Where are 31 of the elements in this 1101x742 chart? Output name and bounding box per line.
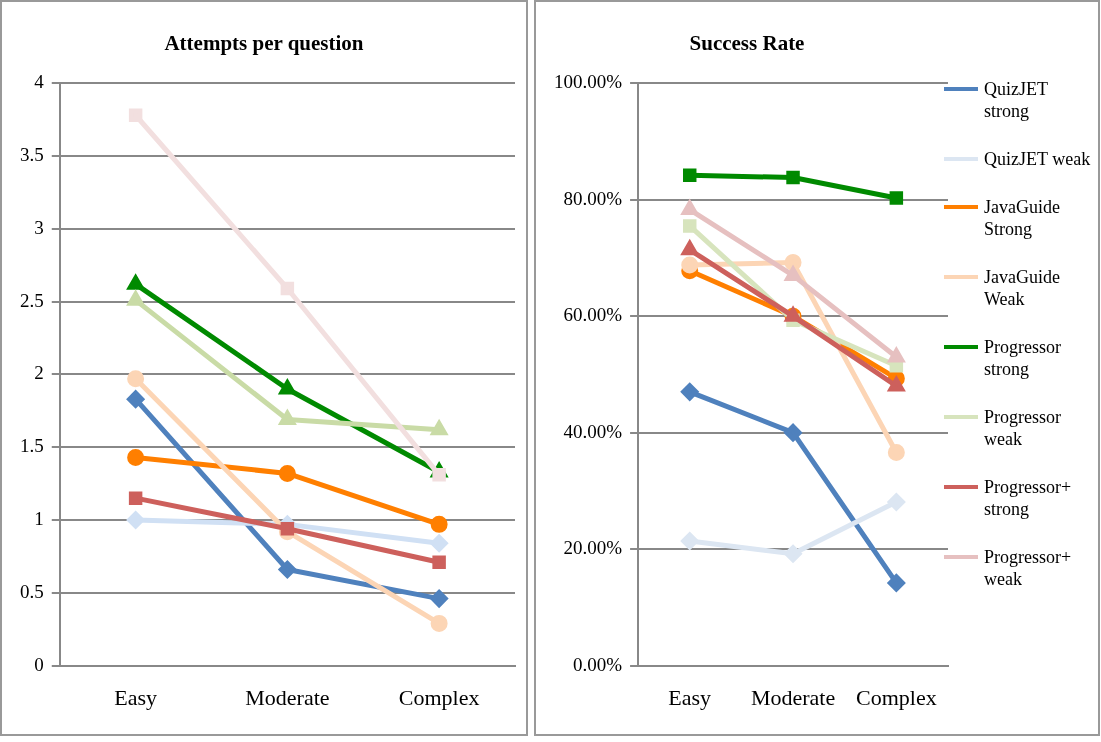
y-tick-label: 0.5: [20, 580, 44, 602]
y-tick-label: 2: [34, 362, 44, 384]
y-tick-label: 100.00%: [554, 71, 623, 93]
y-tick-label: 60.00%: [563, 304, 623, 326]
y-tick-label: 1: [34, 507, 44, 529]
legend-label: Progressor weak: [984, 406, 1062, 450]
chart-title: Success Rate: [689, 31, 805, 56]
legend-label: Progressor strong: [984, 336, 1062, 380]
chart-title: Attempts per question: [164, 31, 364, 56]
x-tick-label: Complex: [856, 684, 937, 710]
legend-label: JavaGuide Weak: [984, 266, 1061, 310]
y-tick-label: 1.5: [20, 435, 44, 457]
x-tick-label: Moderate: [750, 684, 836, 710]
y-tick-label: 20.00%: [563, 537, 623, 559]
legend-label: Progressor+ strong: [984, 476, 1073, 520]
y-tick-label: 4: [34, 71, 45, 93]
legend-label: QuizJET strong: [984, 78, 1049, 122]
y-tick-label: 0: [34, 653, 44, 675]
y-tick-label: 3.5: [20, 143, 44, 165]
y-tick-label: 80.00%: [563, 187, 623, 209]
x-tick-label: Easy: [114, 684, 158, 710]
y-tick-label: 40.00%: [563, 420, 623, 442]
x-tick-label: Complex: [398, 684, 480, 710]
legend-label: QuizJET weak: [984, 148, 1092, 170]
legend-label: JavaGuide Strong: [984, 196, 1061, 240]
x-tick-label: Easy: [668, 684, 712, 710]
y-tick-label: 0.00%: [573, 653, 623, 675]
legend-label: Progressor+ weak: [984, 546, 1073, 590]
x-tick-label: Moderate: [245, 684, 330, 710]
y-tick-label: 3: [34, 216, 44, 238]
y-tick-label: 2.5: [20, 289, 44, 311]
